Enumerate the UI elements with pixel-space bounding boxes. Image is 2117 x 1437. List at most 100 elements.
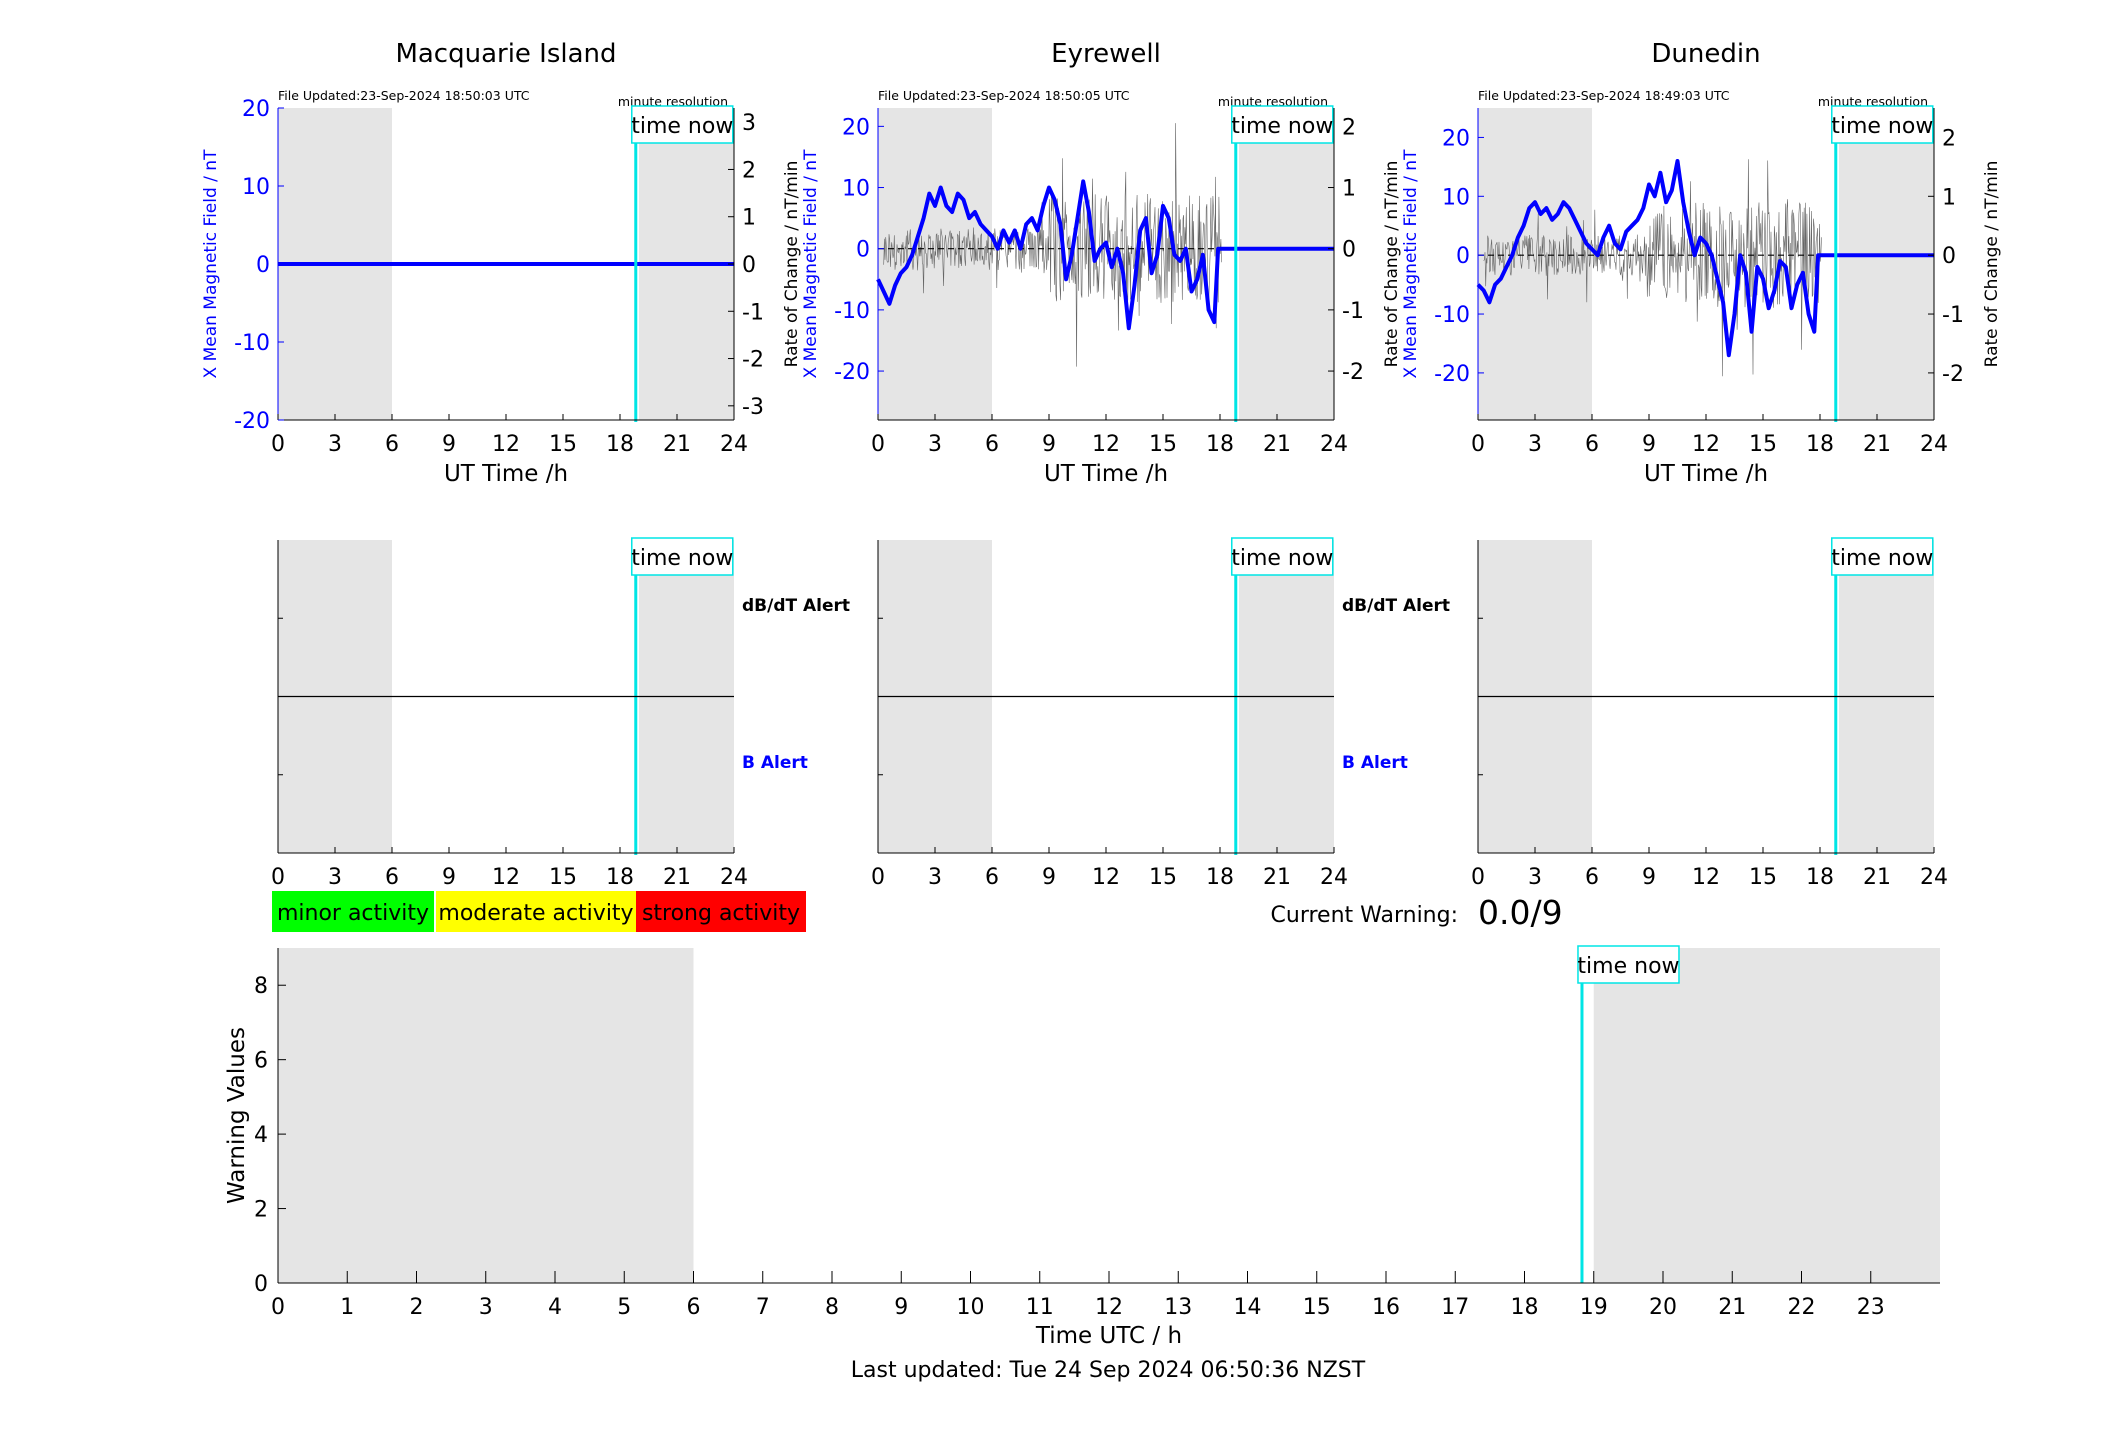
x-tick-label: 0 [271, 432, 285, 457]
y-tick-label: 10 [1442, 185, 1470, 210]
station-title: Eyrewell [1051, 39, 1161, 69]
y-tick-label: 20 [842, 115, 870, 140]
legend-moderate-label: moderate activity [438, 901, 633, 926]
rate-of-change-line [1483, 159, 1822, 377]
y-tick-label: 6 [254, 1049, 268, 1074]
x-tick-label: 12 [492, 865, 520, 890]
x-tick-label: 6 [385, 432, 399, 457]
x-tick-label: 18 [606, 432, 634, 457]
x-tick-label: 0 [1471, 865, 1485, 890]
warning-values-chart: 0 1 2 3 4 5 6 7 8 9 10 11 12 13 14 15 16 17 18 19 20 21 22 2302… [224, 945, 1940, 1349]
y2-tick-label: -2 [1342, 360, 1364, 385]
x-tick-label: 2 [410, 1295, 424, 1320]
y2-tick-label: 1 [1342, 177, 1356, 202]
y2-tick-label: 3 [742, 111, 756, 136]
x-tick-label: 14 [1234, 1295, 1262, 1320]
time-now-box [1831, 537, 1934, 576]
x-tick-label: 9 [442, 432, 456, 457]
y2-tick-label: 1 [742, 206, 756, 231]
x-tick-label: 6 [687, 1295, 701, 1320]
legend-moderate-swatch [436, 891, 636, 932]
time-now-label: time now [631, 114, 733, 139]
x-tick-label: 18 [1206, 865, 1234, 890]
y-tick-label: 10 [242, 175, 270, 200]
y2-tick-label: -3 [742, 395, 764, 420]
x-axis-label: Time UTC / h [1035, 1323, 1182, 1349]
x-tick-label: 9 [1042, 865, 1056, 890]
y2-tick-label: -2 [1942, 362, 1964, 387]
file-updated-text: File Updated:23-Sep-2024 18:50:05 UTC [878, 88, 1130, 103]
current-warning-value: 0.0/9 [1478, 893, 1563, 932]
x-tick-label: 0 [871, 865, 885, 890]
y-axis-label-left: X Mean Magnetic Field / nT [801, 149, 821, 379]
x-tick-label: 24 [1920, 432, 1948, 457]
y-tick-label: -10 [234, 331, 270, 356]
x-tick-label: 12 [492, 432, 520, 457]
x-tick-label: 18 [1206, 432, 1234, 457]
x-tick-label: 17 [1441, 1295, 1469, 1320]
night-shade [278, 948, 694, 1283]
y2-tick-label: -2 [742, 348, 764, 373]
x-tick-label: 3 [1528, 432, 1542, 457]
x-tick-label: 11 [1026, 1295, 1054, 1320]
x-tick-label: 6 [1585, 865, 1599, 890]
y-axis-label-right: Rate of Change / nT/min [1382, 161, 1402, 368]
x-tick-label: 21 [1263, 865, 1291, 890]
time-now-label: time now [1577, 954, 1679, 979]
x-tick-label: 10 [957, 1295, 985, 1320]
legend-minor-swatch [272, 891, 434, 932]
x-tick-label: 15 [1749, 865, 1777, 890]
x-tick-label: 15 [1303, 1295, 1331, 1320]
x-tick-label: 5 [617, 1295, 631, 1320]
x-tick-label: 3 [328, 865, 342, 890]
x-axis-label: UT Time /h [1644, 461, 1768, 487]
x-tick-label: 0 [1471, 432, 1485, 457]
time-now-box [1831, 105, 1934, 144]
x-tick-label: 21 [1863, 432, 1891, 457]
y-tick-label: 0 [1456, 244, 1470, 269]
x-tick-label: 6 [985, 865, 999, 890]
file-updated-text: File Updated:23-Sep-2024 18:50:03 UTC [278, 88, 530, 103]
x-tick-label: 21 [1863, 865, 1891, 890]
night-shade [1839, 108, 1934, 420]
legend-strong-swatch [636, 891, 806, 932]
time-now-label: time now [631, 546, 733, 571]
x-tick-label: 12 [1092, 432, 1120, 457]
time-now-label: time now [1231, 114, 1333, 139]
y2-tick-label: 2 [742, 158, 756, 183]
x-tick-label: 15 [1149, 865, 1177, 890]
x-tick-label: 15 [549, 432, 577, 457]
x-tick-label: 12 [1692, 432, 1720, 457]
alert-panel-1: 0 3 6 9 12 15 18 21 24 dB/dT Alert B Alert time now [271, 537, 850, 890]
x-tick-label: 3 [328, 432, 342, 457]
x-tick-label: 6 [385, 865, 399, 890]
x-tick-label: 15 [1149, 432, 1177, 457]
y-tick-label: -20 [1434, 362, 1470, 387]
time-now-box [1231, 537, 1334, 576]
time-now-label: time now [1831, 546, 1933, 571]
y2-tick-label: 0 [742, 253, 756, 278]
y-axis-label-right: Rate of Change / nT/min [1982, 161, 2002, 368]
field-panel-1: 0 3 6 9 12 15 18 21 24-20-1001020-3-2-10123Macqu… [201, 39, 802, 487]
x-tick-label: 23 [1857, 1295, 1885, 1320]
x-tick-label: 8 [825, 1295, 839, 1320]
current-warning-label: Current Warning: [1271, 903, 1458, 928]
y-axis-label: Warning Values [224, 1027, 250, 1204]
x-tick-label: 19 [1580, 1295, 1608, 1320]
x-tick-label: 21 [663, 432, 691, 457]
x-tick-label: 4 [548, 1295, 562, 1320]
x-tick-label: 9 [1042, 432, 1056, 457]
x-axis-label: UT Time /h [444, 461, 568, 487]
field-series-line [1476, 159, 1934, 358]
time-now-box [1577, 945, 1680, 984]
x-tick-label: 16 [1372, 1295, 1400, 1320]
x-tick-label: 13 [1164, 1295, 1192, 1320]
x-tick-label: 21 [663, 865, 691, 890]
y2-tick-label: 0 [1942, 244, 1956, 269]
y-tick-label: 0 [856, 238, 870, 263]
station-title: Macquarie Island [395, 39, 616, 69]
legend-strong-label: strong activity [642, 901, 800, 926]
station-title: Dunedin [1651, 39, 1760, 69]
x-tick-label: 18 [1511, 1295, 1539, 1320]
